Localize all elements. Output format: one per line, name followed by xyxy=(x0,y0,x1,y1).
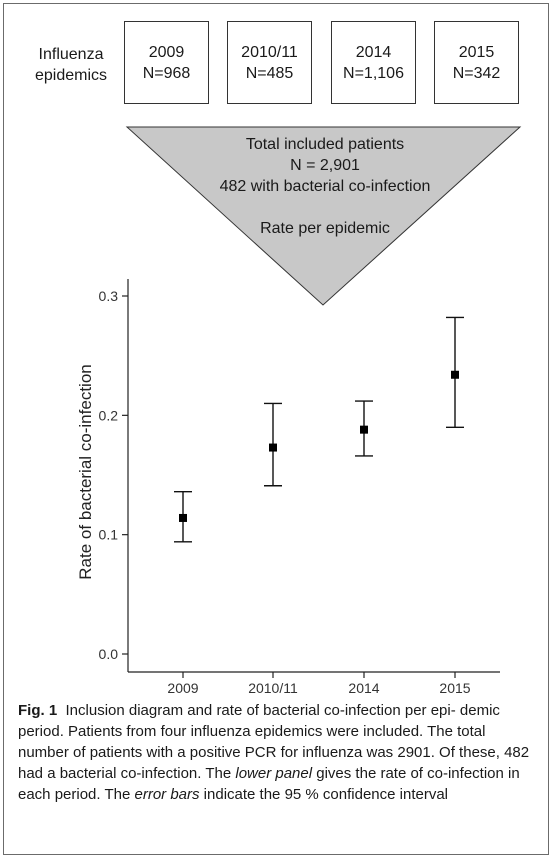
caption-italic-2: error bars xyxy=(134,786,200,803)
epidemic-year: 2015 xyxy=(458,43,495,61)
funnel-line-2: N = 2,901 xyxy=(290,157,360,174)
row-label-line1: Influenza xyxy=(38,46,104,63)
caption-text-2: gives the rate of co-infection in each p… xyxy=(18,765,520,803)
epidemics-row-label: Influenza epidemics xyxy=(28,44,114,86)
epidemic-box-2014: 2014 N=1,106 xyxy=(331,21,416,104)
funnel-line-4: Rate per epidemic xyxy=(260,220,390,237)
rate-chart: 0.0 0.1 0.2 0.3 Rate of bacterial co-infecti… xyxy=(76,279,500,696)
caption-fig-label: Fig. 1 xyxy=(18,702,58,719)
figure-frame xyxy=(3,3,549,855)
y-axis-title: Rate of bacterial co-infection xyxy=(76,364,95,579)
x-tick-label: 2014 xyxy=(348,680,379,696)
epidemic-box-2009: 2009 N=968 xyxy=(124,21,209,104)
epidemic-count: N=342 xyxy=(452,64,501,82)
caption-text-3: indicate the 95 % confidence interval xyxy=(199,786,449,803)
epidemic-year: 2010/11 xyxy=(241,43,298,61)
funnel-line-3: 482 with bacterial co-infection xyxy=(219,178,431,195)
epidemic-year: 2009 xyxy=(148,43,185,61)
data-point xyxy=(451,370,459,379)
x-tick-label: 2015 xyxy=(439,680,470,696)
funnel-triangle xyxy=(125,126,522,306)
epidemic-count: N=968 xyxy=(142,64,191,82)
figure-caption: Fig. 1 Inclusion diagram and rate of bac… xyxy=(18,700,538,805)
epidemic-count: N=1,106 xyxy=(343,64,404,82)
epidemic-box-2010-11: 2010/11 N=485 xyxy=(227,21,312,104)
row-label-line2: epidemics xyxy=(34,67,108,84)
y-tick-label: 0.1 xyxy=(99,527,119,543)
x-tick-label: 2009 xyxy=(167,680,198,696)
data-point xyxy=(360,425,368,434)
y-tick-label: 0.3 xyxy=(99,288,119,304)
caption-text-1: Inclusion diagram and rate of bacterial … xyxy=(18,702,530,782)
y-tick-label: 0.0 xyxy=(99,646,119,662)
data-point xyxy=(269,443,277,452)
epidemic-count: N=485 xyxy=(245,64,294,82)
x-tick-label: 2010/11 xyxy=(248,680,298,696)
funnel-diagram xyxy=(125,126,522,306)
caption-italic-1: lower panel xyxy=(235,765,313,782)
funnel-line-1: Total included patients xyxy=(245,136,405,153)
epidemic-box-2015: 2015 N=342 xyxy=(434,21,519,104)
data-point xyxy=(179,513,187,522)
y-tick-label: 0.2 xyxy=(99,407,119,423)
epidemic-year: 2014 xyxy=(355,43,392,61)
